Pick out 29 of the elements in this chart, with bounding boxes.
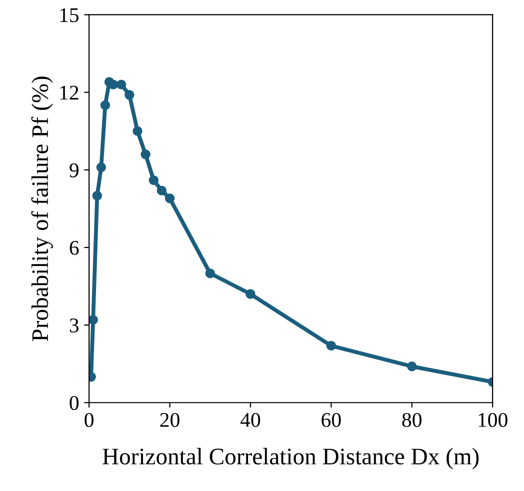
x-tick-label: 0: [84, 412, 94, 428]
x-tick-label: 60: [322, 412, 341, 428]
x-tick-label: 40: [240, 412, 260, 428]
y-tick-label: 12: [60, 86, 78, 100]
y-axis-title: Probability of failure Pf (%): [31, 76, 53, 342]
y-tick-label: 3: [70, 318, 79, 332]
point: [140, 150, 150, 160]
point: [164, 193, 175, 204]
x-tick-label: 100: [478, 412, 508, 428]
y-tick-label: 15: [60, 8, 79, 22]
x-axis-title: Horizontal Correlation Distance Dx (m): [102, 448, 479, 470]
point: [124, 90, 134, 100]
point: [246, 289, 256, 299]
point: [156, 186, 167, 196]
x-tick-label: 80: [402, 412, 422, 428]
point: [205, 268, 215, 278]
point: [132, 126, 142, 136]
point: [326, 340, 336, 351]
point: [148, 175, 158, 186]
point: [116, 80, 126, 90]
point: [92, 190, 102, 201]
point: [100, 100, 110, 110]
y-tick-label: 6: [70, 240, 79, 255]
x-tick-label: 20: [160, 412, 180, 428]
point: [407, 362, 417, 372]
y-tick-label: 0: [70, 396, 79, 410]
point: [96, 162, 106, 172]
y-tick-label: 9: [70, 163, 79, 178]
point: [89, 315, 98, 325]
